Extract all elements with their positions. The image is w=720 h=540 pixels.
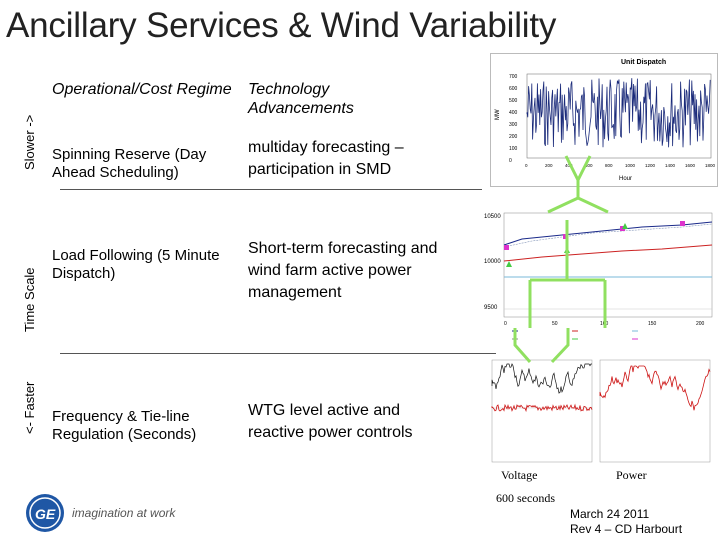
ge-logo-mark: GE xyxy=(29,497,61,529)
voltage-red-series xyxy=(491,403,593,413)
unit-dispatch-xtick: 0 xyxy=(525,163,528,168)
unit-dispatch-yticks: 700 600 500 400 300 200 100 0 xyxy=(509,74,518,164)
unit-dispatch-ylabel: MW xyxy=(495,109,501,120)
voltage-power-charts xyxy=(476,356,716,468)
forecast-marker xyxy=(622,223,628,229)
arrow-middle xyxy=(528,220,607,328)
power-series xyxy=(599,365,711,411)
unit-dispatch-xtick: 1000 xyxy=(625,163,636,168)
forecast-xtick: 200 xyxy=(696,321,705,327)
time-scale-label: Time Scale xyxy=(22,267,37,332)
footer-revision: Rev 4 – CD Harbourt xyxy=(570,522,683,536)
forecast-blue-series xyxy=(503,221,713,246)
footer-date: March 24 2011 xyxy=(570,507,650,521)
power-frame xyxy=(599,359,711,463)
row-load-following-regime: Load Following (5 Minute Dispatch) xyxy=(52,247,220,282)
forecast-xtick: 0 xyxy=(504,321,507,327)
unit-dispatch-xtick: 1200 xyxy=(645,163,656,168)
arrow-top xyxy=(547,155,609,214)
unit-dispatch-xtick: 400 xyxy=(565,163,573,168)
voltage-label: Voltage xyxy=(501,468,538,482)
unit-dispatch-ytick: 100 xyxy=(509,146,518,152)
unit-dispatch-ytick: 0 xyxy=(509,158,512,164)
forecast-xtick: 150 xyxy=(648,321,657,327)
row-frequency-regime: Frequency & Tie-line Regulation (Seconds… xyxy=(52,408,197,443)
forecast-marker xyxy=(680,221,685,226)
unit-dispatch-xtick: 600 xyxy=(585,163,593,168)
forecast-marker xyxy=(504,245,509,250)
column-header-regime: Operational/Cost Regime xyxy=(52,81,232,98)
row-load-following-tech: Short-term forecasting and wind farm act… xyxy=(248,240,438,301)
unit-dispatch-xticks: 0 200 400 600 800 1000 1200 1400 1600 1800 xyxy=(525,163,716,168)
duration-label: 600 seconds xyxy=(496,491,555,505)
forecast-ytick-low: 9500 xyxy=(484,305,498,311)
unit-dispatch-frame xyxy=(526,73,712,159)
logo-tagline: imagination at work xyxy=(72,506,176,520)
unit-dispatch-svg: Unit Dispatch MW 700 600 500 400 300 200 100 0 … xyxy=(495,59,716,182)
unit-dispatch-ytick: 300 xyxy=(509,122,518,128)
forecast-red-series xyxy=(503,244,713,262)
arrow-left-bottom xyxy=(513,328,570,364)
slower-label: Slower -> xyxy=(22,114,37,170)
svg-text:GE: GE xyxy=(35,506,56,522)
row-spinning-reserve-tech: multiday forecasting – participation in … xyxy=(248,139,404,178)
unit-dispatch-xtick: 800 xyxy=(605,163,613,168)
unit-dispatch-xtick: 1600 xyxy=(685,163,696,168)
ge-logo-icon: GE xyxy=(26,494,64,532)
unit-dispatch-title: Unit Dispatch xyxy=(621,59,666,66)
page-title: Ancillary Services & Wind Variability xyxy=(6,6,557,45)
power-label: Power xyxy=(616,468,647,482)
unit-dispatch-ytick: 500 xyxy=(509,98,518,104)
row-divider-2 xyxy=(60,353,496,354)
unit-dispatch-ytick: 600 xyxy=(509,86,518,92)
voltage-series xyxy=(491,363,592,394)
unit-dispatch-xtick: 1400 xyxy=(665,163,676,168)
unit-dispatch-ytick: 200 xyxy=(509,134,518,140)
forecast-dashed-series xyxy=(503,223,713,248)
forecast-frame xyxy=(503,212,713,318)
unit-dispatch-ytick: 700 xyxy=(509,74,518,80)
forecast-xtick: 50 xyxy=(552,321,558,327)
row-frequency-tech: WTG level active and reactive power cont… xyxy=(248,402,413,441)
forecast-ytick-top: 10500 xyxy=(484,214,501,220)
column-header-tech: Technology Advancements xyxy=(248,81,354,117)
voltage-power-svg xyxy=(491,359,711,463)
voltage-frame xyxy=(491,359,593,463)
row-divider-1 xyxy=(60,189,482,190)
unit-dispatch-xtick: 1800 xyxy=(705,163,716,168)
unit-dispatch-xtick: 200 xyxy=(545,163,553,168)
forecast-ytick-mid: 10000 xyxy=(484,259,501,265)
forecast-marker xyxy=(506,261,512,267)
unit-dispatch-xlabel: Hour xyxy=(619,176,632,182)
unit-dispatch-series xyxy=(526,78,711,148)
connector-arrows xyxy=(513,155,609,364)
row-spinning-reserve-regime: Spinning Reserve (Day Ahead Scheduling) xyxy=(52,146,207,181)
unit-dispatch-chart: Unit Dispatch MW 700 600 500 400 300 200 100 0 … xyxy=(490,53,718,187)
unit-dispatch-ytick: 400 xyxy=(509,110,518,116)
faster-label: <- Faster xyxy=(22,381,37,434)
